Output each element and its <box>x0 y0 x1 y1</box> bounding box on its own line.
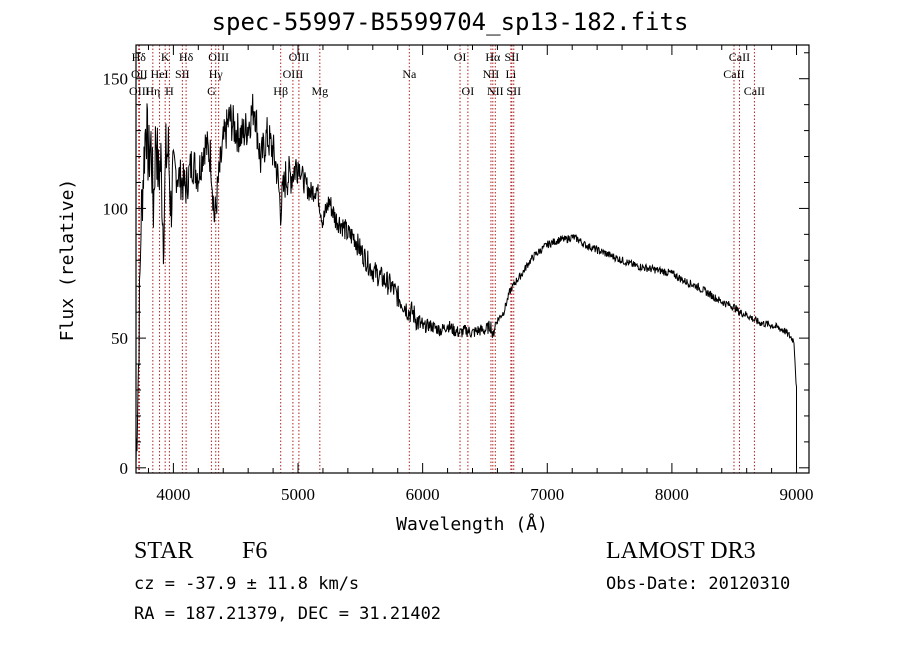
line-label-16: Li <box>506 67 517 81</box>
x-axis-label: Wavelength (Å) <box>396 513 548 535</box>
x-tick-label-6000: 6000 <box>406 485 440 504</box>
line-label-22: Hβ <box>273 84 288 98</box>
emission-line-markers <box>138 45 755 473</box>
plot-frame <box>135 44 810 474</box>
line-label-26: SII <box>506 84 521 98</box>
line-label-21: G <box>207 84 216 98</box>
spectrum-line-0 <box>135 93 797 468</box>
y-axis-ticks: 0 50 100 150 <box>103 52 809 478</box>
line-label-5: OI <box>454 50 467 64</box>
line-label-9: OII <box>131 67 148 81</box>
line-label-2: Hδ <box>179 50 194 64</box>
line-label-27: CaII <box>744 84 765 98</box>
line-label-4: OIII <box>289 50 310 64</box>
object-class: STAR <box>134 538 194 564</box>
y-tick-label-150: 150 <box>103 70 129 89</box>
line-label-10: HeI <box>151 67 169 81</box>
line-label-7: SII <box>505 50 520 64</box>
line-label-25: NII <box>487 84 504 98</box>
y-axis-label: Flux (relative) <box>57 179 78 342</box>
line-label-18: OIII <box>129 84 150 98</box>
line-label-23: Mg <box>311 84 328 98</box>
line-label-19: Hη <box>145 84 160 98</box>
x-tick-label-8000: 8000 <box>655 485 689 504</box>
line-label-8: CaII <box>729 50 750 64</box>
coordinates: RA = 187.21379, DEC = 31.21402 <box>134 604 442 624</box>
x-tick-label-5000: 5000 <box>281 485 315 504</box>
survey-name: LAMOST DR3 <box>606 538 756 564</box>
y-tick-label-0: 0 <box>120 459 129 478</box>
object-subclass: F6 <box>242 538 268 564</box>
x-tick-label-9000: 9000 <box>780 485 814 504</box>
line-label-14: Na <box>402 67 417 81</box>
line-label-6: Hα <box>485 50 501 64</box>
spectrum-series <box>135 93 797 468</box>
line-label-0: Hδ <box>132 50 147 64</box>
line-label-17: CaII <box>723 67 744 81</box>
x-axis-ticks: 4000 5000 6000 7000 8000 9000 <box>147 45 814 504</box>
observation-date: Obs-Date: 20120310 <box>606 574 791 594</box>
line-label-11: SII <box>175 67 190 81</box>
y-tick-label-50: 50 <box>111 329 128 348</box>
redshift-velocity: cz = -37.9 ± 11.8 km/s <box>134 574 360 594</box>
line-label-1: K <box>161 50 170 64</box>
line-label-20: H <box>165 84 174 98</box>
line-label-3: OIII <box>208 50 229 64</box>
emission-line-labels: Hδ K Hδ OIII OIII OI Hα SII CaII OII HeI SII Hγ OIII N… <box>129 50 765 98</box>
y-tick-label-100: 100 <box>103 199 129 218</box>
x-tick-label-4000: 4000 <box>156 485 190 504</box>
line-label-12: Hγ <box>209 67 224 81</box>
x-tick-label-7000: 7000 <box>530 485 564 504</box>
line-label-24: OI <box>462 84 475 98</box>
line-label-15: NII <box>483 67 500 81</box>
line-label-13: OIII <box>283 67 304 81</box>
chart-title: spec-55997-B5599704_sp13-182.fits <box>211 8 689 36</box>
